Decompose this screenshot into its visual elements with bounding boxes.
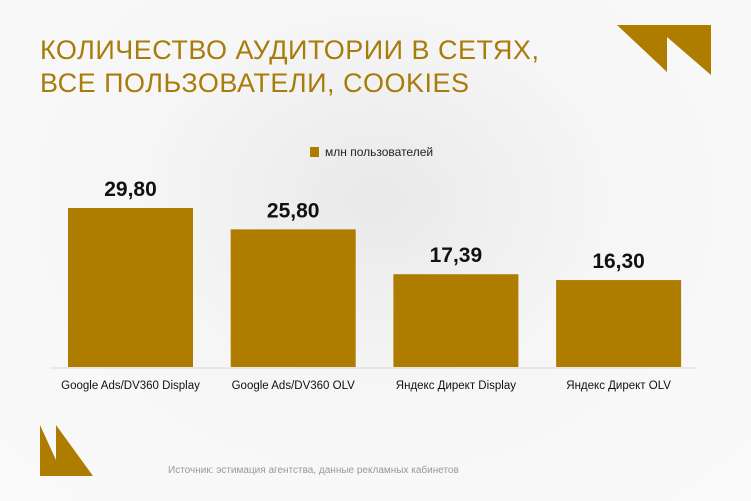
- legend-swatch: [310, 147, 319, 157]
- title-line-1: КОЛИЧЕСТВО АУДИТОРИИ В СЕТЯХ,: [40, 35, 540, 65]
- category-label: Google Ads/DV360 Display: [61, 380, 200, 392]
- data-label: 25,80: [267, 199, 320, 222]
- bar: [393, 274, 519, 367]
- page-title: КОЛИЧЕСТВО АУДИТОРИИ В СЕТЯХ, ВСЕ ПОЛЬЗО…: [40, 34, 539, 100]
- logo-top-right-icon: [617, 25, 711, 75]
- category-label: Google Ads/DV360 OLV: [232, 380, 355, 392]
- legend-label: млн пользователей: [325, 145, 434, 159]
- logo-bottom-left-icon: [40, 425, 93, 476]
- data-label: 29,80: [104, 178, 157, 201]
- data-label: 16,30: [592, 250, 645, 273]
- title-line-2: ВСЕ ПОЛЬЗОВАТЕЛИ, COOKIES: [40, 68, 470, 98]
- category-label: Яндекс Директ Display: [396, 380, 516, 392]
- bar: [230, 229, 356, 367]
- chart-legend: млн пользователей: [310, 145, 433, 159]
- data-label: 17,39: [430, 244, 483, 267]
- source-note: Источник: эстимация агентства, данные ре…: [168, 465, 459, 476]
- category-label: Яндекс Директ OLV: [566, 380, 671, 392]
- bar: [68, 208, 193, 367]
- bar: [556, 280, 682, 367]
